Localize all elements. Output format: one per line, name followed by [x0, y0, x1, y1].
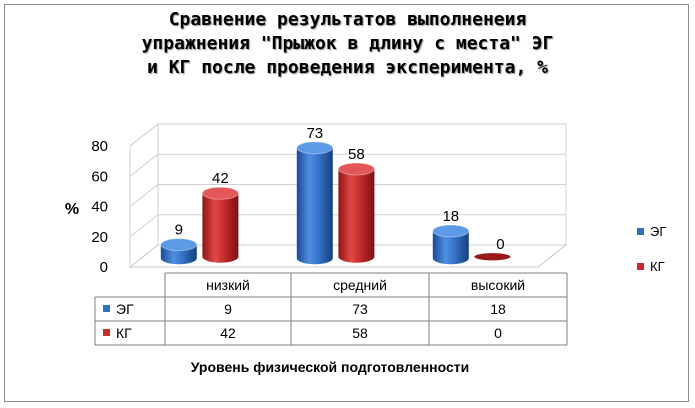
table-cell: 18: [490, 301, 506, 317]
bars: [160, 141, 511, 265]
data-label: 9: [175, 222, 183, 239]
y-axis-label: %: [65, 201, 79, 218]
bar-kg: [474, 253, 511, 261]
bar-eg: [432, 224, 470, 265]
x-axis-label: Уровень физической подготовленности: [191, 359, 469, 375]
chart-title: Сравнение результатов выполненеия упражн…: [0, 8, 695, 80]
gridline: [129, 214, 566, 238]
bar-top: [201, 186, 239, 200]
x-tick-label: высокий: [471, 277, 525, 293]
data-label: 42: [212, 170, 229, 187]
data-label: 73: [306, 125, 323, 142]
bar-top: [337, 162, 375, 176]
bar-body: [338, 169, 375, 263]
x-tick-label: средний: [333, 277, 387, 293]
data-table: низкий средний высокий ЭГ 9 73 18 КГ 42 58 0 Уровен…: [94, 272, 568, 375]
table-cell: 0: [494, 325, 502, 341]
table-series-name: КГ: [116, 325, 132, 341]
y-tick-label: 20: [91, 229, 108, 246]
bar-kg: [337, 162, 375, 263]
bar-body: [202, 193, 239, 263]
legend-swatch-eg: [637, 228, 644, 235]
legend-label-eg: ЭГ: [650, 224, 667, 239]
labels: 9 42 73 58 18 0: [175, 125, 505, 253]
bar-eg: [296, 141, 334, 265]
table-cell: 58: [352, 325, 368, 341]
table-cell: 9: [224, 301, 232, 317]
gridline: [129, 123, 566, 147]
data-label: 58: [348, 146, 365, 163]
bar-eg: [160, 238, 198, 265]
gridline: [129, 244, 566, 268]
gridline: [129, 153, 566, 177]
legend-swatch-kg: [637, 263, 644, 270]
bar-body: [296, 147, 333, 265]
bar-top: [432, 224, 470, 238]
chart-title-line: и КГ после проведения эксперимента, %: [147, 57, 548, 78]
bar-top: [160, 238, 198, 252]
bar-flat: [474, 253, 511, 261]
table-swatch: [103, 305, 110, 312]
table-swatch: [103, 329, 110, 336]
chart-title-line: Сравнение результатов выполненеия: [168, 9, 527, 30]
y-tick-label: 60: [91, 168, 108, 185]
gridline: [129, 184, 566, 207]
y-tick-label: 40: [91, 199, 108, 216]
bar-kg: [201, 186, 239, 263]
x-tick-label: низкий: [206, 277, 250, 293]
legend-item-kg: КГ: [637, 259, 665, 274]
bar-top: [296, 141, 334, 155]
table-cell: 42: [220, 325, 236, 341]
y-tick-label: 0: [100, 259, 108, 276]
chart-title-line: упражнения "Прыжок в длину с места" ЭГ: [141, 33, 554, 54]
bar-body: [432, 231, 469, 265]
legend-label-kg: КГ: [650, 259, 665, 274]
legend-item-eg: ЭГ: [637, 224, 666, 239]
table-series-name: ЭГ: [116, 301, 134, 317]
y-tick-label: 80: [91, 138, 108, 155]
table-cell: 73: [352, 301, 368, 317]
data-label: 0: [496, 236, 504, 253]
data-label: 18: [442, 208, 459, 225]
